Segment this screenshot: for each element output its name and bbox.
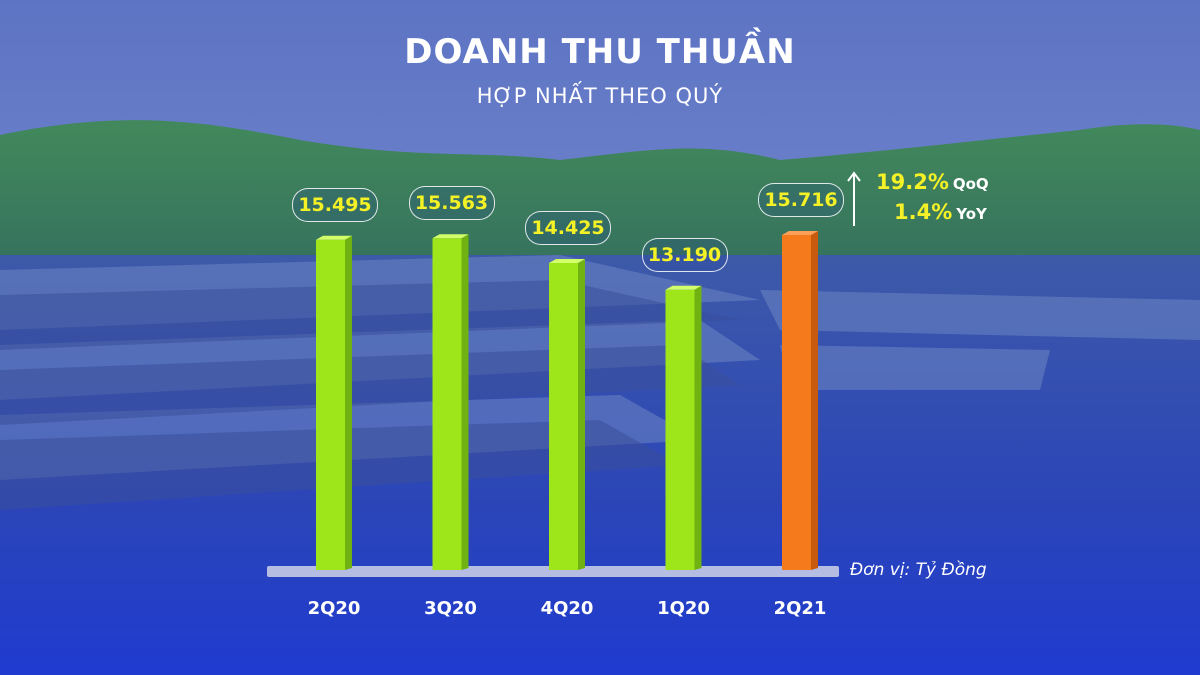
value-label-2Q20: 15.495 <box>292 187 378 222</box>
unit-label: Đơn vị: Tỷ Đồng <box>850 560 987 580</box>
growth-summary: 19.2% QoQ 1.4% YoY <box>846 170 1066 230</box>
value-label-1Q20: 13.190 <box>641 237 728 272</box>
x-tick-label-3Q20: 3Q20 <box>424 598 477 619</box>
bar-top <box>782 230 818 235</box>
chart-subtitle: HỢP NHẤT THEO QUÝ <box>476 84 724 108</box>
yoy-label: YoY <box>956 205 987 223</box>
bar-front <box>432 238 462 570</box>
qoq-label: QoQ <box>952 175 989 193</box>
bar-top <box>432 234 469 239</box>
bar-2Q20 <box>316 235 352 571</box>
bar-side <box>694 285 702 570</box>
yoy-value: 1.4% <box>894 200 953 224</box>
value-label-2Q21: 15.716 <box>758 182 844 217</box>
x-tick-label-2Q21: 2Q21 <box>773 598 827 619</box>
bar-front <box>782 234 811 570</box>
bar-front <box>549 262 578 570</box>
bar-side <box>461 234 469 570</box>
bar-top <box>316 235 352 240</box>
bar-side <box>345 235 352 571</box>
bar-1Q20 <box>665 285 702 570</box>
bar-front <box>665 289 695 570</box>
value-label-3Q20: 15.563 <box>408 186 495 221</box>
qoq-value: 19.2% <box>876 170 949 194</box>
bar-2Q21 <box>782 230 818 570</box>
x-tick-label-2Q20: 2Q20 <box>307 598 361 619</box>
x-tick-label-4Q20: 4Q20 <box>540 598 594 619</box>
yoy-line: 1.4% YoY <box>894 200 987 224</box>
bar-top <box>549 258 585 263</box>
value-label-4Q20: 14.425 <box>525 210 611 245</box>
up-arrow-icon <box>847 171 861 226</box>
bar-4Q20 <box>549 258 585 570</box>
bar-side <box>578 258 585 570</box>
bar-top <box>665 285 702 290</box>
bar-side <box>811 230 818 570</box>
x-tick-label-1Q20: 1Q20 <box>657 598 710 619</box>
chart-title: DOANH THU THUẦN <box>404 32 796 72</box>
bar-front <box>316 239 345 571</box>
bar-3Q20 <box>432 234 469 570</box>
qoq-line: 19.2% QoQ <box>876 170 989 194</box>
